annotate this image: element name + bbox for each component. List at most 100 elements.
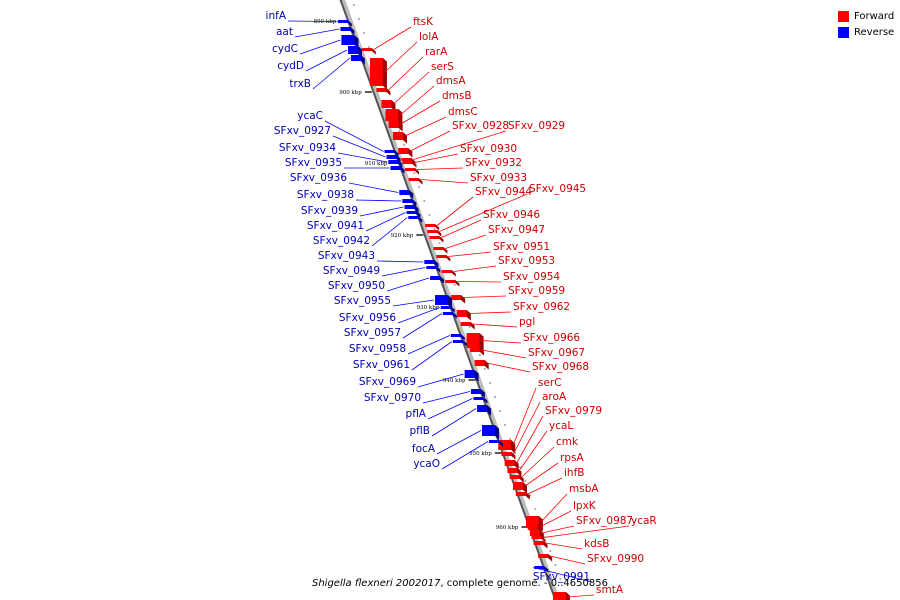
gene-rara[interactable] xyxy=(376,88,387,92)
gene-label[interactable]: SFxv_0930 xyxy=(460,143,517,155)
gene-sfxv_0930[interactable] xyxy=(402,161,413,164)
gene-sfxv_0941[interactable] xyxy=(406,211,417,214)
gene-sfxv_0979[interactable] xyxy=(504,460,515,466)
gene-label[interactable]: SFxv_0991 xyxy=(533,571,590,583)
gene-label[interactable]: SFxv_0958 xyxy=(349,343,406,355)
gene-label[interactable]: ycaL xyxy=(549,420,573,432)
gene-sfxv_0957[interactable] xyxy=(442,312,453,315)
gene-sfxv_0938[interactable] xyxy=(402,199,413,203)
gene-sfxv_0951[interactable] xyxy=(436,255,447,258)
gene-sers[interactable] xyxy=(381,100,392,108)
gene-pfla[interactable] xyxy=(473,397,484,400)
gene-sfxv_0949[interactable] xyxy=(426,266,437,269)
gene-dmsa[interactable] xyxy=(385,109,399,121)
gene-label[interactable]: ihfB xyxy=(564,467,584,479)
gene-label[interactable]: ycaR xyxy=(631,515,657,527)
gene-sfxv_0953[interactable] xyxy=(441,270,452,273)
gene-kdsb[interactable] xyxy=(533,541,544,545)
gene-sfxv_0929[interactable] xyxy=(401,158,412,161)
gene-label[interactable]: SFxv_0956 xyxy=(339,312,396,324)
gene-serc[interactable] xyxy=(498,440,512,450)
gene-label[interactable]: SFxv_0945 xyxy=(529,183,586,195)
gene-sfxv_0968[interactable] xyxy=(474,360,485,366)
gene-sfxv_0942[interactable] xyxy=(408,216,419,219)
gene-sfxv_0970[interactable] xyxy=(470,389,481,394)
gene-sfxv_0936[interactable] xyxy=(399,190,410,195)
gene-label[interactable]: SFxv_0951 xyxy=(493,241,550,253)
gene-sfxv_0945[interactable] xyxy=(427,230,438,233)
gene-smta[interactable] xyxy=(552,592,566,600)
gene-label[interactable]: SFxv_0955 xyxy=(334,295,391,307)
gene-cydd[interactable] xyxy=(348,46,358,54)
gene-label[interactable]: SFxv_0954 xyxy=(503,271,560,283)
gene-label[interactable]: kdsB xyxy=(584,538,609,550)
gene-label[interactable]: cmk xyxy=(556,436,579,448)
gene-pgl[interactable] xyxy=(460,322,471,326)
gene-sfxv_0946[interactable] xyxy=(429,236,440,239)
gene-label[interactable]: SFxv_0967 xyxy=(528,347,585,359)
gene-sfxv_0934[interactable] xyxy=(388,160,399,164)
gene-label[interactable]: SFxv_0957 xyxy=(344,327,401,339)
gene-label[interactable]: SFxv_0949 xyxy=(323,265,380,277)
gene-label[interactable]: aat xyxy=(276,26,293,38)
gene-label[interactable]: ycaO xyxy=(413,458,440,470)
gene-ycao[interactable] xyxy=(488,440,499,443)
gene-sfxv_0933[interactable] xyxy=(408,178,419,181)
gene-label[interactable]: pflB xyxy=(410,425,430,437)
gene-label[interactable]: SFxv_0947 xyxy=(488,224,545,236)
gene-sfxv_0939[interactable] xyxy=(404,205,415,209)
gene-label[interactable]: SFxv_0944 xyxy=(475,186,532,198)
gene-sfxv_0969[interactable] xyxy=(464,370,475,378)
gene-foca[interactable] xyxy=(481,425,495,436)
gene-ftsk[interactable] xyxy=(361,48,372,51)
gene-sfxv_0967[interactable] xyxy=(470,348,480,352)
gene-sfxv_0966[interactable] xyxy=(466,333,480,348)
gene-sfxv_0928[interactable] xyxy=(398,148,409,154)
gene-label[interactable]: SFxv_0943 xyxy=(318,250,375,262)
gene-label[interactable]: SFxv_0969 xyxy=(359,376,416,388)
gene-label[interactable]: ycaC xyxy=(297,110,323,122)
gene-label[interactable]: serC xyxy=(538,377,562,389)
gene-sfxv_0950[interactable] xyxy=(430,276,441,280)
gene-label[interactable]: SFxv_0932 xyxy=(465,157,522,169)
gene-sfxv_0927[interactable] xyxy=(386,155,397,159)
gene-label[interactable]: focA xyxy=(412,443,436,455)
gene-label[interactable]: lpxK xyxy=(573,500,597,512)
gene-sfxv_0935[interactable] xyxy=(390,166,401,170)
gene-label[interactable]: infA xyxy=(266,10,287,22)
gene-sfxv_0947[interactable] xyxy=(433,247,444,250)
gene-label[interactable]: SFxv_0966 xyxy=(523,332,580,344)
gene-label[interactable]: aroA xyxy=(542,391,567,403)
gene-lpxk[interactable] xyxy=(527,524,538,530)
gene-label[interactable]: SFxv_0946 xyxy=(483,209,540,221)
gene-lola[interactable] xyxy=(369,58,383,86)
gene-label[interactable]: SFxv_0970 xyxy=(364,392,421,404)
gene-trxb[interactable] xyxy=(350,55,361,61)
gene-label[interactable]: SFxv_0927 xyxy=(274,125,331,137)
gene-label[interactable]: SFxv_0961 xyxy=(353,359,410,371)
gene-sfxv_0956[interactable] xyxy=(440,306,451,309)
gene-label[interactable]: SFxv_0990 xyxy=(587,553,644,565)
gene-label[interactable]: SFxv_0939 xyxy=(301,205,358,217)
gene-sfxv_0961[interactable] xyxy=(452,340,463,343)
gene-sfxv_0944[interactable] xyxy=(425,224,436,227)
gene-cydc[interactable] xyxy=(341,35,355,45)
gene-sfxv_0932[interactable] xyxy=(405,168,416,171)
gene-sfxv_0987[interactable] xyxy=(529,530,540,536)
gene-sfxv_0958[interactable] xyxy=(450,334,461,337)
gene-infa[interactable] xyxy=(337,20,348,23)
gene-sfxv_0959[interactable] xyxy=(451,295,462,300)
gene-label[interactable]: SFxv_0962 xyxy=(513,301,570,313)
gene-label[interactable]: SFxv_0942 xyxy=(313,235,370,247)
gene-label[interactable]: SFxv_0979 xyxy=(545,405,602,417)
gene-label[interactable]: dmsA xyxy=(436,75,466,87)
gene-label[interactable]: serS xyxy=(431,61,454,73)
gene-label[interactable]: SFxv_0968 xyxy=(532,361,589,373)
gene-sfxv_0954[interactable] xyxy=(445,280,456,283)
gene-label[interactable]: msbA xyxy=(569,483,599,495)
gene-dmsb[interactable] xyxy=(388,120,399,128)
gene-aroa[interactable] xyxy=(501,452,512,456)
gene-label[interactable]: SFxv_0933 xyxy=(470,172,527,184)
gene-sfxv_0943[interactable] xyxy=(424,260,435,264)
gene-sfxv_0962[interactable] xyxy=(456,310,467,317)
